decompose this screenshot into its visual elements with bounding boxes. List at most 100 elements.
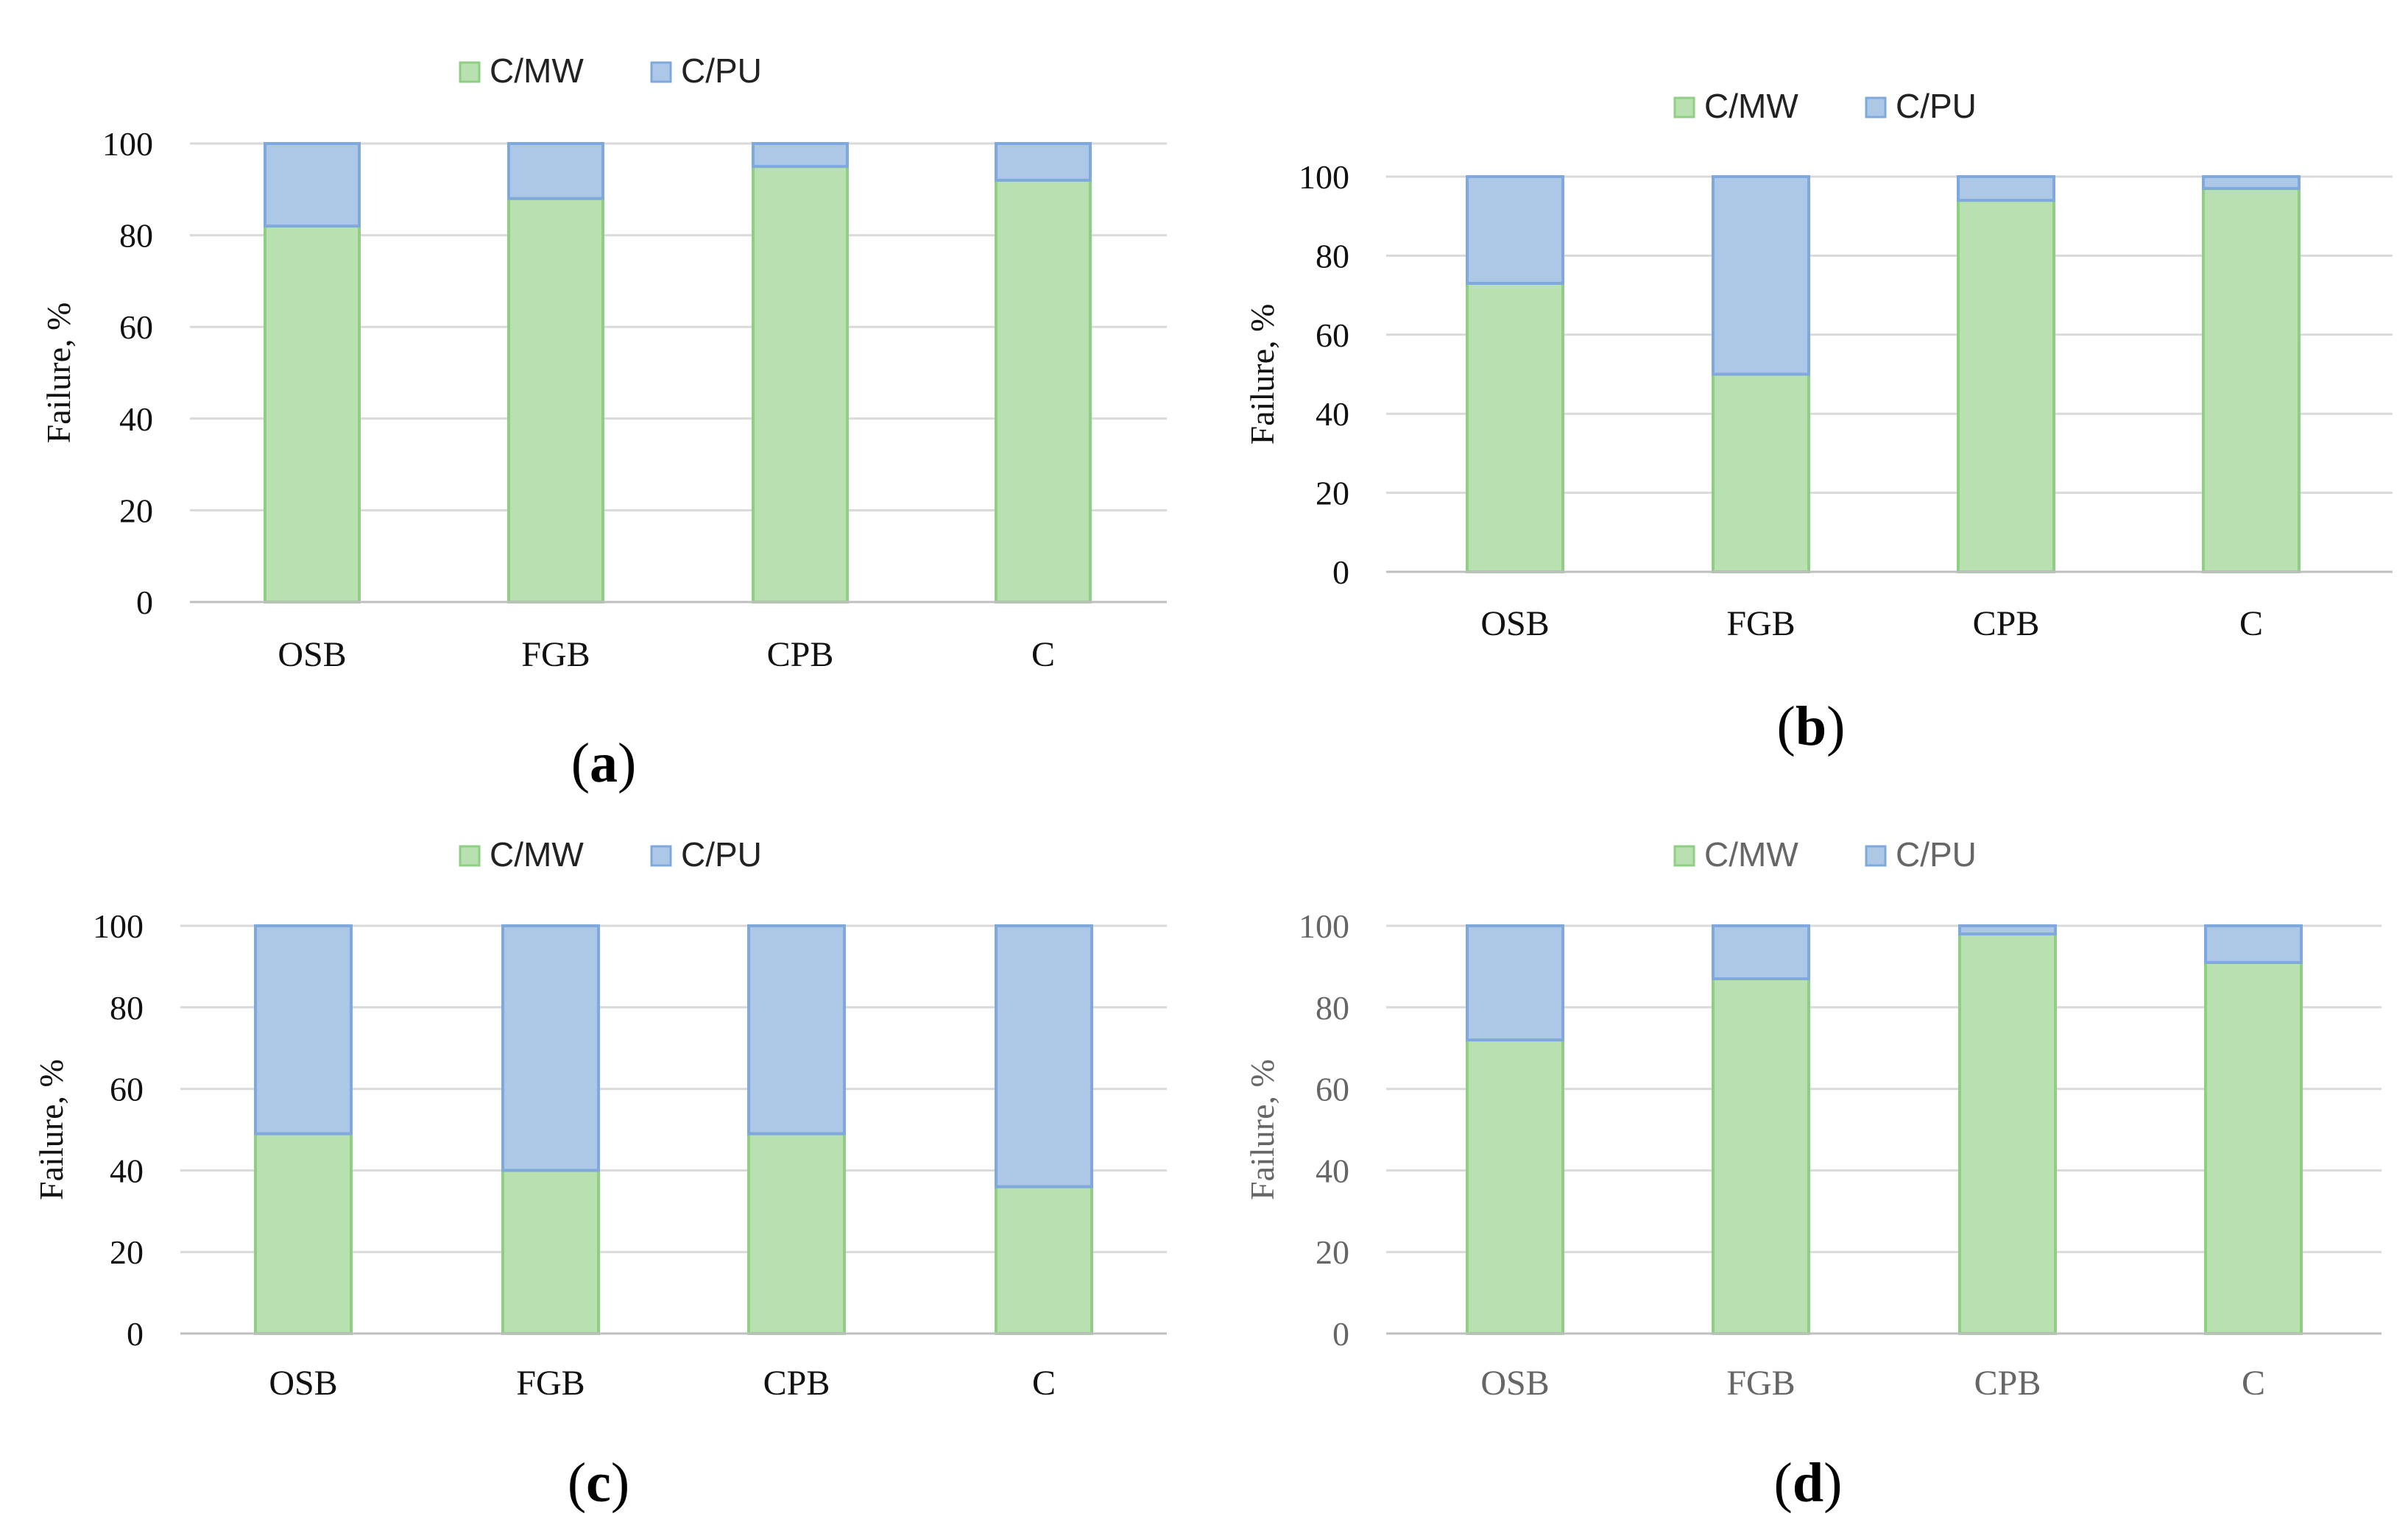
chart-b-bar-C-C/MW — [2202, 187, 2301, 573]
chart-b-bar-FGB-C/MW — [1712, 372, 1810, 573]
chart-a-bar-C-C/MW — [995, 178, 1092, 603]
panel-label-c-letter: c — [586, 1452, 611, 1514]
chart-c-y-axis-title: Failure, % — [32, 1059, 70, 1200]
chart-a-bar-FGB-C/PU — [507, 142, 604, 200]
chart-c-bar-C-C/PU — [995, 924, 1093, 1189]
chart-c-svg: 0 20 40 60 80 100 OSB FGB CPB C Failure, % C/MW C/PU… — [32, 835, 1167, 1514]
chart-d-bar-C-C/PU — [2204, 924, 2303, 964]
chart-c-legend-label-C/MW: C/MW — [490, 835, 584, 874]
panel-label-a-letter: a — [590, 732, 618, 794]
chart-c-legend-label-C/PU: C/PU — [681, 835, 762, 874]
chart-b-bar-OSB-C/MW — [1466, 281, 1564, 573]
chart-b-ytick-20: 20 — [1316, 475, 1349, 512]
panel-label-b: (b) — [1777, 695, 1846, 757]
chart-b-ytick-40: 40 — [1316, 395, 1349, 433]
chart-panel-b: 0 20 40 60 80 100 OSB FGB CPB C Failure, % C/MW C/PU… — [1204, 0, 2408, 802]
chart-d-bar-FGB-C/MW — [1712, 977, 1810, 1336]
chart-d-ytick-40: 40 — [1316, 1152, 1349, 1189]
chart-d-legend-label-C/PU: C/PU — [1896, 835, 1977, 874]
chart-d-ytick-20: 20 — [1316, 1233, 1349, 1271]
chart-c-ytick-80: 80 — [110, 989, 144, 1027]
panel-label-d: (d) — [1774, 1452, 1843, 1514]
chart-d-category-CPB: CPB — [1974, 1364, 2041, 1403]
chart-a-category-OSB: OSB — [278, 635, 346, 674]
chart-a-ytick-20: 20 — [119, 492, 153, 529]
chart-b-ytick-60: 60 — [1316, 316, 1349, 354]
chart-c-bar-CPB-C/MW — [747, 1132, 846, 1335]
chart-d-y-axis-title: Failure, % — [1243, 1059, 1281, 1200]
chart-d-ytick-0: 0 — [1332, 1315, 1349, 1353]
chart-c-legend-swatch-C/MW — [459, 845, 481, 867]
chart-b-category-CPB: CPB — [1973, 604, 2040, 643]
chart-b-bar-CPB-C/PU — [1957, 175, 2055, 202]
chart-a-category-FGB: FGB — [521, 635, 590, 674]
chart-c-category-OSB: OSB — [269, 1364, 337, 1403]
chart-a-ytick-100: 100 — [102, 125, 153, 163]
chart-a-category-C: C — [1031, 635, 1055, 674]
chart-c-bar-CPB-C/PU — [747, 924, 846, 1136]
panel-label-a-open: ( — [571, 732, 590, 794]
panel-label-c-close: ) — [611, 1452, 629, 1514]
chart-c-ytick-0: 0 — [127, 1315, 144, 1353]
chart-a-y-axis-title: Failure, % — [40, 302, 77, 444]
chart-a-bar-FGB-C/MW — [507, 196, 604, 603]
chart-b-bar-C-C/PU — [2202, 175, 2301, 191]
chart-b-legend-swatch-C/MW — [1673, 96, 1695, 118]
chart-d-category-FGB: FGB — [1726, 1364, 1795, 1403]
chart-d-bar-CPB-C/MW — [1958, 932, 2057, 1335]
chart-d-bar-OSB-C/MW — [1466, 1038, 1564, 1335]
chart-c-category-C: C — [1032, 1364, 1056, 1403]
chart-b-bar-FGB-C/PU — [1712, 175, 1810, 376]
panel-label-c-open: ( — [568, 1452, 586, 1514]
chart-b-ytick-100: 100 — [1299, 158, 1349, 196]
chart-d-legend-swatch-C/PU — [1865, 845, 1887, 867]
chart-a-svg: 0 20 40 60 80 100 OSB FGB CPB C Failure, % C/MW C/PU… — [40, 52, 1167, 794]
chart-c-bar-C-C/MW — [995, 1185, 1093, 1335]
chart-a-bar-C-C/PU — [995, 142, 1092, 182]
chart-d-bar-FGB-C/PU — [1712, 924, 1810, 981]
chart-a-legend-swatch-C/MW — [459, 61, 481, 83]
panel-label-a: (a) — [571, 732, 637, 794]
chart-d-svg: 0 20 40 60 80 100 OSB FGB CPB C Failure, % C/MW C/PU… — [1243, 835, 2381, 1514]
chart-d-bar-OSB-C/PU — [1466, 924, 1564, 1042]
chart-d-category-OSB: OSB — [1480, 1364, 1549, 1403]
chart-b-y-axis-title: Failure, % — [1243, 304, 1281, 445]
chart-a-bar-OSB-C/PU — [264, 142, 361, 228]
chart-b-ytick-0: 0 — [1332, 553, 1349, 591]
chart-d-legend-swatch-C/MW — [1673, 845, 1695, 867]
chart-c-category-FGB: FGB — [516, 1364, 585, 1403]
chart-a-bar-CPB-C/PU — [752, 142, 849, 169]
chart-c-ytick-60: 60 — [110, 1071, 144, 1108]
chart-a-bar-CPB-C/MW — [752, 165, 849, 603]
panel-label-a-close: ) — [618, 732, 636, 794]
chart-c-ytick-100: 100 — [93, 907, 144, 945]
chart-panel-a: 0 20 40 60 80 100 OSB FGB CPB C Failure, % C/MW C/PU… — [0, 0, 1204, 802]
chart-c-legend-swatch-C/PU — [650, 845, 672, 867]
chart-b-ytick-80: 80 — [1316, 237, 1349, 275]
chart-b-svg: 0 20 40 60 80 100 OSB FGB CPB C Failure, % C/MW C/PU… — [1243, 87, 2393, 757]
chart-b-legend-label-C/MW: C/MW — [1704, 87, 1798, 125]
chart-a-ytick-80: 80 — [119, 217, 153, 255]
chart-c-bar-OSB-C/PU — [254, 924, 353, 1136]
chart-a-ytick-60: 60 — [119, 308, 153, 346]
chart-a-category-CPB: CPB — [767, 635, 834, 674]
chart-b-category-C: C — [2239, 604, 2263, 643]
panel-label-b-close: ) — [1826, 695, 1845, 757]
chart-c-bar-OSB-C/MW — [254, 1132, 353, 1335]
panel-label-d-open: ( — [1774, 1452, 1793, 1514]
chart-a-ytick-0: 0 — [136, 584, 153, 621]
chart-c-bar-FGB-C/MW — [501, 1169, 600, 1335]
chart-c-category-CPB: CPB — [763, 1364, 830, 1403]
chart-d-bar-C-C/MW — [2204, 960, 2303, 1336]
chart-d-category-C: C — [2242, 1364, 2265, 1403]
chart-d-ytick-80: 80 — [1316, 989, 1349, 1027]
chart-a-bar-OSB-C/MW — [264, 224, 361, 603]
chart-a-legend-swatch-C/PU — [650, 61, 672, 83]
panel-label-b-open: ( — [1777, 695, 1796, 757]
panel-label-d-close: ) — [1823, 1452, 1842, 1514]
chart-b-bar-CPB-C/MW — [1957, 199, 2055, 573]
chart-b-category-OSB: OSB — [1480, 604, 1549, 643]
chart-b-legend-swatch-C/PU — [1865, 96, 1887, 118]
chart-d-ytick-60: 60 — [1316, 1071, 1349, 1108]
chart-b-category-FGB: FGB — [1726, 604, 1795, 643]
